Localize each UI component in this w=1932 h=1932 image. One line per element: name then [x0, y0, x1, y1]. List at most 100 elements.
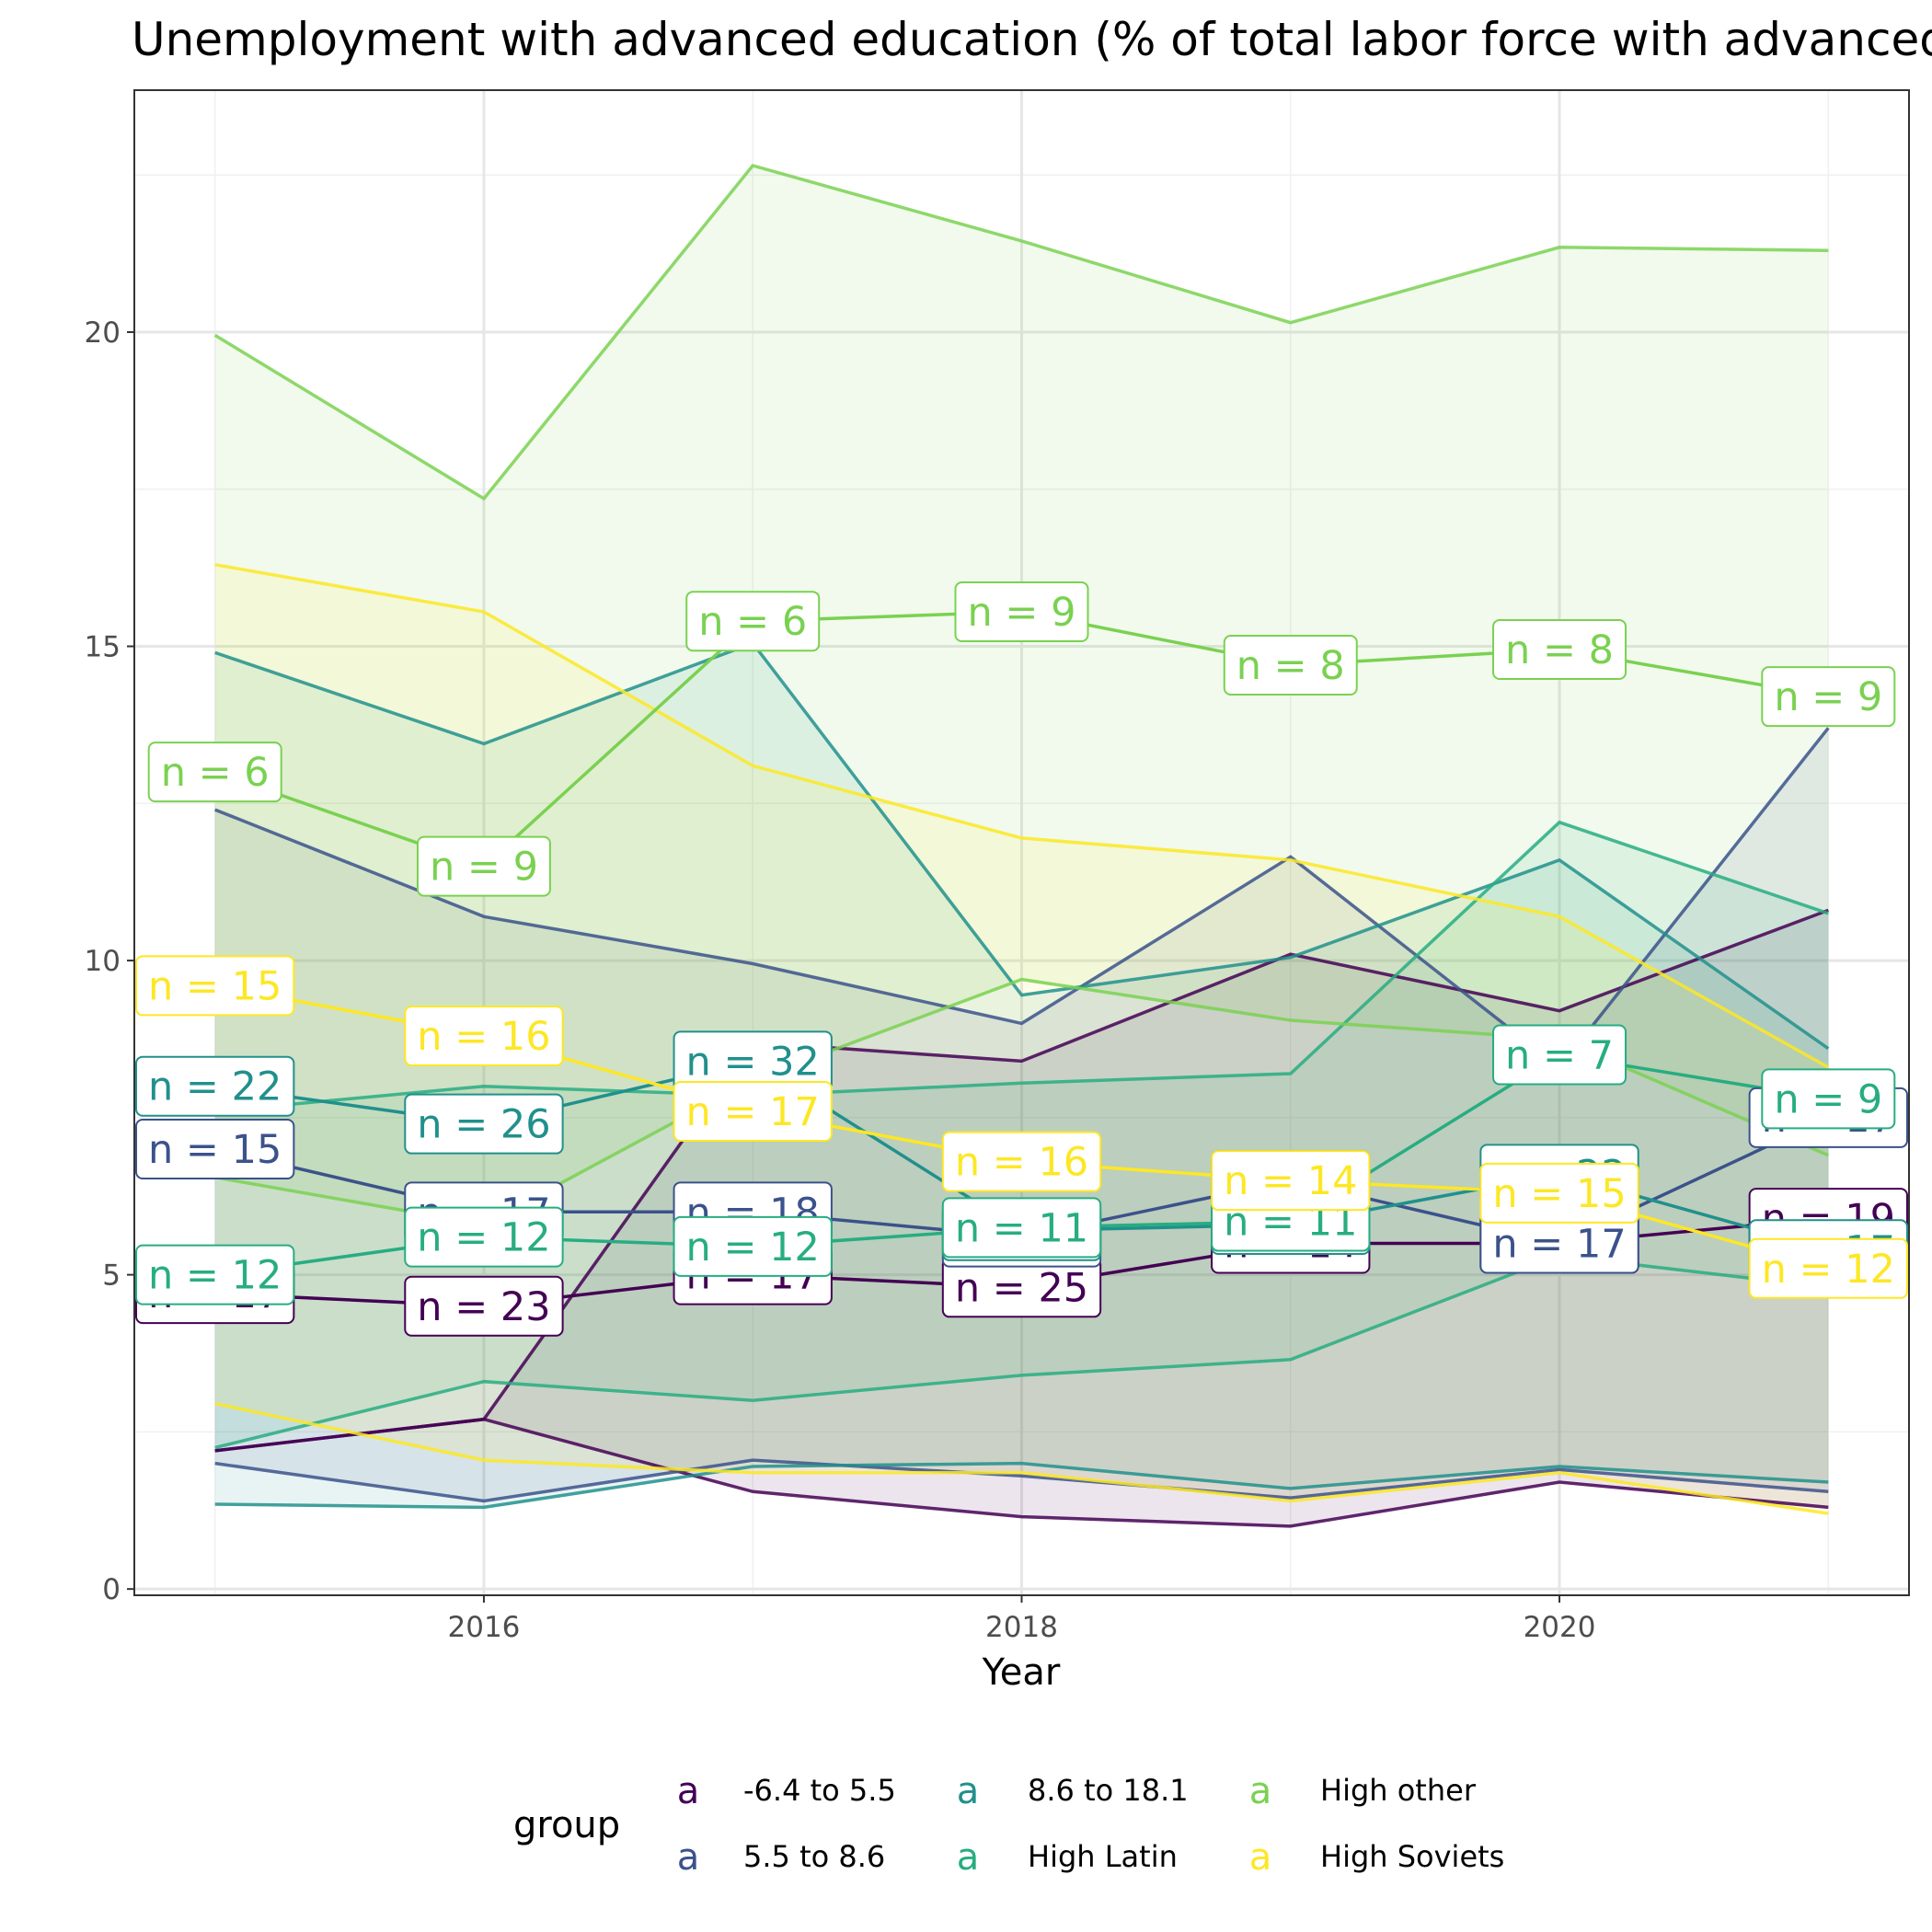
count-label-high-soviets: n = 16 [941, 1131, 1102, 1192]
lower-line-high-soviets [214, 1401, 1829, 1515]
count-label-box [1492, 618, 1627, 680]
legend-key-6-4-to-5-5: a [677, 1770, 700, 1812]
count-label-text: n = 16 [955, 1140, 1088, 1186]
count-label-box [135, 955, 295, 1017]
count-label-text: n = 12 [686, 1225, 820, 1271]
x-axis-title: Year [982, 1651, 1061, 1694]
count-label-box [673, 1215, 833, 1277]
legend-key-5-5-to-8-6: a [677, 1836, 700, 1879]
legend-label-high-soviets: High Soviets [1320, 1839, 1504, 1874]
x-tick-label: 2016 [448, 1611, 521, 1644]
x-tick-label: 2020 [1524, 1611, 1596, 1644]
y-tick-label: 10 [85, 945, 121, 978]
count-label-box [135, 1055, 295, 1117]
count-label-text: n = 22 [148, 1064, 282, 1110]
upper-line-high-latin [214, 820, 1829, 1113]
count-label-text: n = 9 [430, 845, 538, 891]
count-label-high-other: n = 9 [954, 581, 1089, 642]
legend-key-8-6-to-18-1: a [957, 1770, 980, 1812]
count-label-high-latin: n = 12 [673, 1215, 833, 1277]
count-label-box [1748, 1237, 1908, 1299]
lower-line-6-4-to-5-5 [214, 1417, 1829, 1528]
count-label-high-soviets: n = 14 [1211, 1150, 1371, 1212]
legend-key-high-other: a [1249, 1770, 1272, 1812]
count-label-box [147, 742, 282, 803]
count-label-high-latin: n = 11 [941, 1197, 1102, 1259]
y-tick-label: 20 [85, 316, 121, 350]
legend-title: group [513, 1804, 620, 1846]
count-label-text: n = 23 [417, 1284, 550, 1330]
legend-label-8-6-to-18-1: 8.6 to 18.1 [1028, 1773, 1189, 1808]
count-label-high-other: n = 6 [147, 742, 282, 803]
count-label-high-other: n = 8 [1223, 635, 1358, 696]
count-label-text: n = 12 [148, 1253, 282, 1299]
count-label-text: n = 26 [417, 1102, 550, 1148]
count-label-box [404, 1006, 564, 1067]
count-label-high-latin: n = 12 [404, 1206, 564, 1268]
count-label-high-other: n = 9 [416, 835, 551, 897]
count-label-box [1492, 1024, 1627, 1086]
count-label-text: n = 14 [1224, 1158, 1357, 1204]
count-label-box [1211, 1150, 1371, 1212]
count-label-box [1479, 1162, 1639, 1224]
count-label-text: n = 12 [1762, 1247, 1895, 1293]
legend-label-high-other: High other [1320, 1773, 1477, 1808]
count-label-6-4-to-5-5: n = 25 [941, 1257, 1102, 1318]
count-label-text: n = 15 [148, 963, 282, 1009]
count-label-box [1761, 666, 1896, 728]
count-label-box [404, 1275, 564, 1337]
count-label-text: n = 32 [686, 1039, 820, 1085]
count-label-8-6-to-18-1: n = 26 [404, 1093, 564, 1155]
count-label-text: n = 15 [148, 1127, 282, 1173]
y-tick-label: 0 [102, 1573, 121, 1606]
count-label-box [404, 1093, 564, 1155]
legend-key-high-latin: a [957, 1836, 980, 1879]
count-label-high-soviets: n = 12 [1748, 1237, 1908, 1299]
ribbon-high-soviets [214, 564, 1829, 1514]
ribbon-high-other [214, 166, 1829, 1225]
count-label-text: n = 11 [955, 1205, 1088, 1251]
count-label-high-other: n = 9 [1761, 666, 1896, 728]
count-label-text: n = 9 [1774, 674, 1882, 720]
count-label-text: n = 25 [955, 1265, 1088, 1311]
count-label-text: n = 6 [161, 750, 270, 796]
lower-line-5-5-to-8-6 [214, 1458, 1829, 1503]
count-labels: n = 17 n = 23 n = 17 n = 25 n = 14 n = 22 n = … [135, 581, 1908, 1337]
y-tick-label: 15 [85, 631, 121, 664]
upper-line-high-other [213, 164, 1829, 501]
count-label-8-6-to-18-1: n = 22 [135, 1055, 295, 1117]
count-label-text: n = 9 [968, 590, 1076, 636]
count-label-box [135, 1244, 295, 1305]
count-label-text: n = 17 [1492, 1221, 1626, 1267]
count-label-box [941, 1131, 1102, 1192]
count-label-8-6-to-18-1: n = 32 [673, 1030, 833, 1092]
count-label-high-soviets: n = 17 [673, 1081, 833, 1143]
count-label-text: n = 16 [417, 1014, 550, 1060]
count-label-high-latin: n = 12 [135, 1244, 295, 1305]
count-label-text: n = 9 [1774, 1076, 1882, 1122]
count-label-box [941, 1197, 1102, 1259]
count-label-6-4-to-5-5: n = 23 [404, 1275, 564, 1337]
legend-label-5-5-to-8-6: 5.5 to 8.6 [743, 1839, 885, 1874]
count-label-box [404, 1206, 564, 1268]
count-label-text: n = 17 [686, 1089, 820, 1135]
count-label-high-latin: n = 7 [1492, 1024, 1627, 1086]
axes: 0 5 10 15 20 2016 2018 2020 [85, 316, 1596, 1644]
chart-title: Unemployment with advanced education (% … [132, 13, 1932, 66]
upper-line-8-6-to-18-1 [214, 641, 1830, 1051]
count-label-text: n = 8 [1236, 643, 1345, 689]
legend: group a -6.4 to 5.5 a 5.5 to 8.6 a 8.6 to 18.… [513, 1770, 1504, 1879]
count-label-text: n = 6 [698, 599, 807, 645]
count-label-box [954, 581, 1089, 642]
count-label-box [416, 835, 551, 897]
count-label-box [135, 1119, 295, 1180]
count-label-high-latin: n = 9 [1761, 1068, 1896, 1130]
count-label-text: n = 7 [1505, 1033, 1614, 1079]
count-label-5-5-to-8-6: n = 15 [135, 1119, 295, 1180]
count-label-text: n = 12 [417, 1215, 550, 1261]
count-label-box [1223, 635, 1358, 696]
upper-line-high-soviets [214, 562, 1830, 1069]
count-label-text: n = 15 [1492, 1171, 1626, 1217]
legend-key-high-soviets: a [1249, 1836, 1272, 1879]
